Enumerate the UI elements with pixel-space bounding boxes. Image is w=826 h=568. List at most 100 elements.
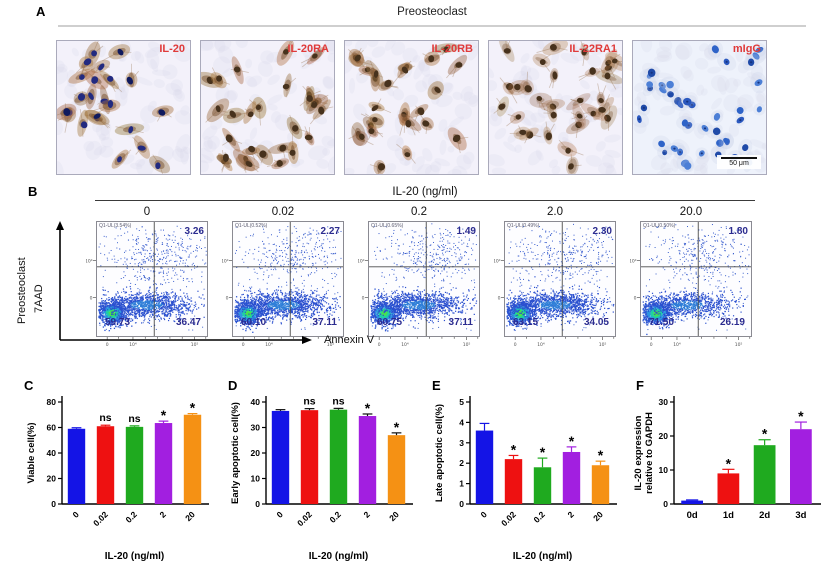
x-tick-label: 0d: [687, 510, 698, 521]
significance-marker: *: [598, 447, 604, 463]
x-tick-label: 20: [183, 509, 197, 523]
gate-label: Q1-UL(0.50%): [643, 223, 676, 229]
ihc-image-IL-22RA1: IL-22RA1: [488, 40, 623, 175]
x-tick-label: 0.02: [91, 509, 110, 528]
quadrant-lower-left-value: 60.10: [241, 317, 267, 328]
x-tick-label: 0: [274, 509, 285, 520]
flow-scatter-canvas: [222, 221, 344, 349]
svg-text:60: 60: [47, 423, 57, 433]
gate-label: Q1-UL(0.52%): [235, 223, 268, 229]
svg-text:30: 30: [251, 423, 261, 433]
x-tick-label: 20: [387, 509, 401, 523]
quadrant-lower-left-value: 63.15: [513, 317, 539, 328]
quadrant-upper-right-value: 1.80: [728, 226, 748, 237]
significance-marker: *: [190, 400, 196, 416]
significance-marker: *: [726, 455, 732, 471]
x-tick-label: 2: [361, 509, 372, 520]
micrograph-canvas: [201, 41, 334, 174]
svg-text:30: 30: [659, 397, 669, 407]
panel-d-chart: D 0 10 20 30 40 0 ns 0.02 ns 0.2 * 2 * 20 IL-20 (ng/ml…: [218, 376, 416, 568]
scale-bar: 50 μm: [717, 155, 761, 169]
flow-plot-0.2: 0.2 Q1-UL(0.65%) 1.49 60.75 37.11: [358, 206, 480, 349]
quadrant-upper-right-value: 2.30: [592, 226, 612, 237]
significance-marker: ns: [332, 395, 344, 407]
bar-0: [67, 428, 86, 504]
x-axis-title: IL-20 (ng/ml): [105, 551, 164, 562]
flow-scatter-canvas: [358, 221, 480, 349]
flow-scatter-canvas: [630, 221, 752, 349]
bar-0.02: [300, 410, 319, 504]
y-axis-title: IL-20 expression: [634, 415, 644, 490]
svg-text:0: 0: [459, 499, 464, 509]
significance-marker: *: [762, 426, 768, 442]
flow-concentration-label: 20.0: [679, 206, 703, 218]
ihc-image-IL-20RB: IL-20RB: [344, 40, 479, 175]
bar-2: [358, 416, 377, 504]
significance-marker: ns: [128, 413, 140, 425]
svg-text:5: 5: [459, 397, 464, 407]
flow-plot-2.0: 2.0 Q1-UL(0.49%) 2.30 63.15 34.05: [494, 206, 616, 349]
micrograph-canvas: [345, 41, 478, 174]
y-axis-title: Late apoptotic cell(%): [434, 404, 445, 502]
flow-plot-0: 0 Q1-UL(3.54%) 3.26 59.73 36.47: [86, 206, 208, 349]
svg-text:40: 40: [47, 448, 57, 458]
svg-text:3: 3: [459, 438, 464, 448]
gate-label: Q1-UL(3.54%): [99, 223, 132, 229]
x-axis-title: IL-20 (ng/ml): [309, 551, 368, 562]
flow-x-label-annexin-v: Annexin V: [324, 334, 375, 346]
quadrant-lower-left-value: 60.75: [377, 317, 403, 328]
x-tick-label: 0.02: [295, 509, 314, 528]
significance-marker: ns: [303, 396, 315, 408]
quadrant-upper-right-value: 2.27: [320, 226, 340, 237]
x-tick-label: 20: [591, 509, 605, 523]
bar-chart-C: 0 20 40 60 80 0 ns 0.02 ns 0.2 * 2 * 20 IL-20 (ng/ml) V…: [26, 396, 209, 562]
flow-y-label-7aad: 7AAD: [33, 284, 45, 314]
ihc-image-IL-20: IL-20: [56, 40, 191, 175]
significance-marker: *: [365, 400, 371, 416]
svg-text:20: 20: [47, 474, 57, 484]
significance-marker: ns: [99, 412, 111, 424]
bar-chart-row: C 0 20 40 60 80 0 ns 0.02 ns 0.2 * 2 * 20 IL-20 (ng/ml…: [14, 376, 824, 568]
ihc-stain-label: IL-22RA1: [569, 43, 617, 55]
quadrant-lower-right-value: 34.05: [583, 317, 609, 328]
flow-concentration-label: 0.2: [411, 206, 427, 218]
x-tick-label: 0.2: [327, 509, 343, 525]
quadrant-lower-right-value: 36.47: [175, 317, 201, 328]
bar-1d: [717, 473, 740, 504]
panel-a-title: Preosteoclast: [58, 6, 806, 27]
quadrant-upper-right-value: 1.49: [456, 226, 476, 237]
panel-e-chart: E 0 1 2 3 4 5 0 * 0.02 * 0.2 * 2 * 20 IL-20 (ng/ml) Late…: [422, 376, 620, 568]
bar-0: [475, 430, 494, 504]
flow-plot-20.0: 20.0 Q1-UL(0.50%) 1.80 71.50 26.19: [630, 206, 752, 349]
bar-20: [387, 435, 406, 504]
quadrant-lower-left-value: 71.50: [649, 317, 675, 328]
ihc-image-mIgG: mIgG 50 μm: [632, 40, 767, 175]
svg-text:40: 40: [251, 397, 261, 407]
x-tick-label: 0: [70, 509, 81, 520]
panel-c-letter: C: [24, 378, 34, 393]
micrograph-canvas: [57, 41, 190, 174]
flow-scatter-canvas: [494, 221, 616, 349]
y-axis-title: Early apoptotic cell(%): [230, 402, 241, 504]
bar-20: [591, 465, 610, 504]
ihc-image-IL-20RA: IL-20RA: [200, 40, 335, 175]
bar-chart-D: 0 10 20 30 40 0 ns 0.02 ns 0.2 * 2 * 20 IL-20 (ng/ml) E…: [230, 395, 413, 562]
x-tick-label: 1d: [723, 510, 734, 521]
svg-text:1: 1: [459, 479, 464, 489]
bar-chart-F: 0 10 20 30 0d * 1d * 2d * 3d IL-20 expression relati…: [634, 396, 821, 521]
bar-2: [154, 423, 173, 504]
x-tick-label: 2: [565, 509, 576, 520]
significance-marker: *: [161, 407, 167, 423]
panel-f-letter: F: [636, 378, 644, 393]
quadrant-lower-right-value: 37.11: [312, 317, 337, 328]
svg-text:0: 0: [255, 499, 260, 509]
panel-b-flow-cytometry: B IL-20 (ng/ml) 0 Q1-UL(3.54%) 3.26 59.73 36…: [0, 184, 826, 376]
bar-0.02: [504, 459, 523, 504]
flow-concentration-label: 0.02: [271, 206, 295, 218]
svg-text:20: 20: [251, 448, 261, 458]
x-tick-label: 2d: [759, 510, 770, 521]
svg-text:10: 10: [659, 465, 669, 475]
panel-f-chart: F 0 10 20 30 0d * 1d * 2d * 3d IL-20 expression rela…: [626, 376, 824, 568]
bar-0d: [681, 500, 703, 504]
